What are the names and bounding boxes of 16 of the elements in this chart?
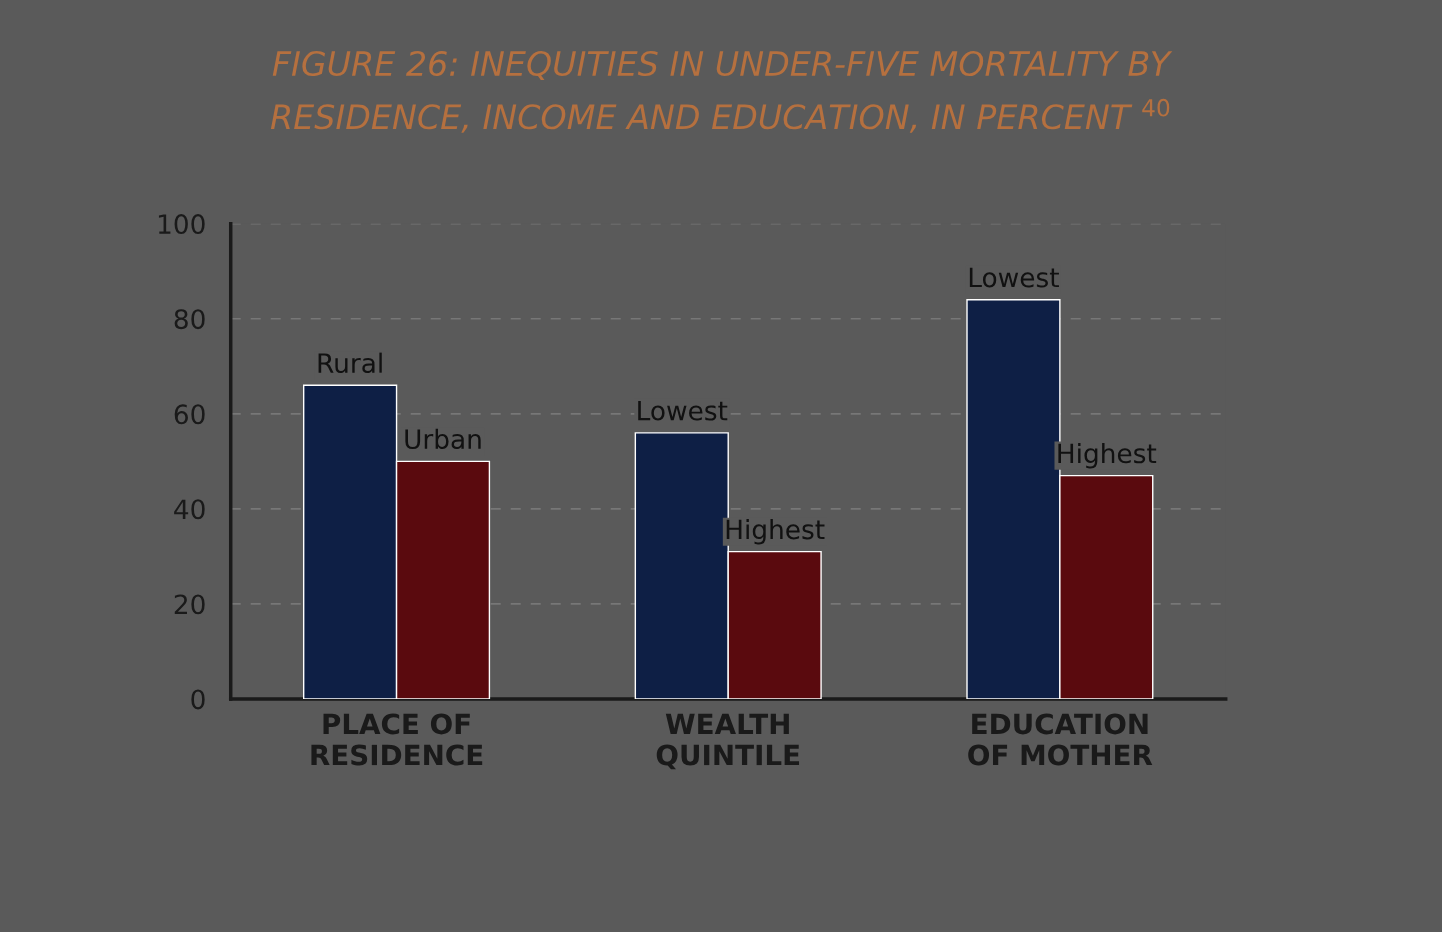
annotation: Lowest (638, 400, 728, 421)
y-tick-label: 20 (174, 594, 205, 615)
y-tick-label: 60 (174, 404, 205, 425)
annotation: Highest (726, 518, 825, 545)
y-tick-label: 40 (174, 499, 205, 520)
annotation: Highest (1058, 442, 1157, 469)
annotation: Urban (405, 428, 481, 450)
x-tick-label: WEALTH QUINTILE (656, 713, 800, 770)
chart-title: FIGURE 26: INEQUITIES IN UNDER-FIVE MORTALITY BY RESIDENCE, INCOME AND EDUCATION, IN PERCENT $^{40}$ (270, 50, 1173, 133)
y-tick-label: 100 (158, 214, 205, 235)
x-tick-label: PLACE OF RESIDENCE (311, 713, 483, 766)
annotation: Lowest (969, 267, 1059, 288)
y-tick-label: 0 (191, 689, 205, 710)
x-tick-label: EDUCATION OF MOTHER (968, 713, 1153, 766)
annotation: Rural (318, 352, 382, 374)
y-tick-label: 80 (174, 309, 205, 330)
